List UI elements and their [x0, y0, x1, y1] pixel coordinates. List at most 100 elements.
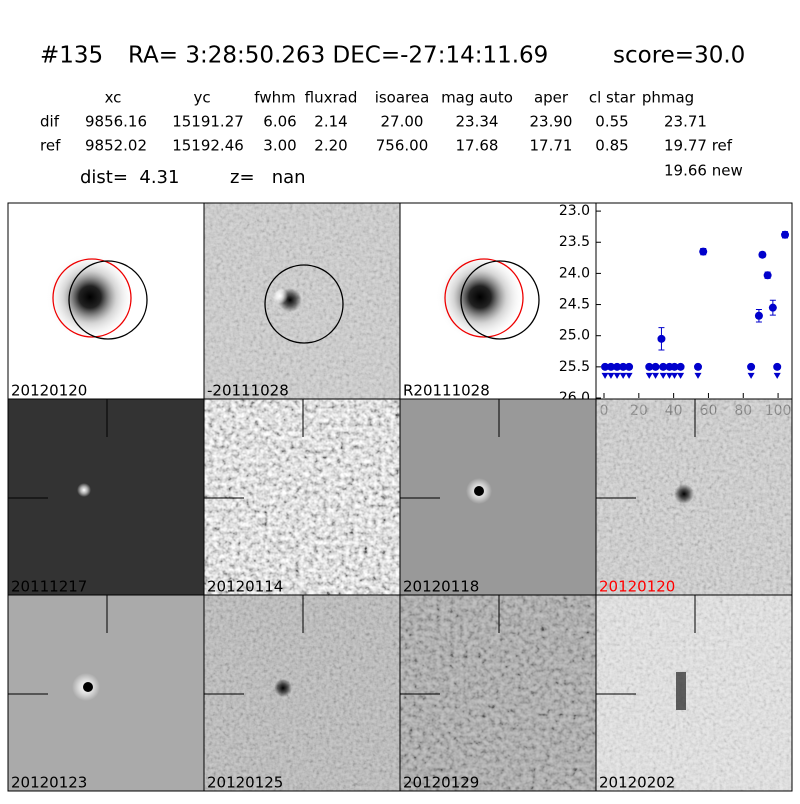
stamp: [596, 399, 792, 595]
cell: 15191.27: [172, 113, 244, 131]
limit-arrow: [601, 372, 609, 379]
stamp: [400, 203, 596, 399]
stamp-label: -20111028: [207, 382, 289, 400]
limit-arrow: [625, 372, 633, 379]
cell: 15192.46: [172, 137, 244, 155]
score: score=30.0: [613, 43, 745, 69]
data-point: [606, 362, 615, 371]
column-header: phmag: [642, 89, 694, 107]
limit-arrow: [619, 372, 627, 379]
stamp-label: 20120125: [207, 774, 283, 792]
column-header: mag auto: [441, 89, 513, 107]
data-point: [613, 362, 622, 371]
data-point: [619, 362, 628, 371]
limit-arrow: [677, 372, 685, 379]
cell: 2.20: [314, 137, 347, 155]
stamp: [400, 595, 596, 791]
limit-arrow: [694, 372, 702, 379]
cell: 27.00: [381, 113, 424, 131]
data-point: [659, 362, 668, 371]
limit-arrow: [645, 372, 653, 379]
stamp-label: 20120114: [207, 578, 283, 596]
stamp-label: 20120202: [599, 774, 675, 792]
limit-arrow: [671, 372, 679, 379]
stamp: [400, 399, 596, 595]
data-point: [763, 271, 772, 280]
limit-arrow: [773, 372, 781, 379]
cell: 23.34: [456, 113, 499, 131]
column-header: aper: [534, 89, 569, 107]
data-point: [699, 247, 708, 256]
row-header: ref: [40, 137, 61, 155]
y-tick-label: 24.0: [559, 265, 590, 281]
y-tick-label: 23.0: [559, 203, 590, 219]
y-tick-label: 25.0: [559, 328, 590, 344]
cell: 0.85: [595, 137, 628, 155]
cell: 9852.02: [85, 137, 147, 155]
y-tick-label: 23.5: [559, 234, 590, 250]
cell: 9856.16: [85, 113, 147, 131]
stamp: [8, 203, 204, 399]
cell: 0.55: [595, 113, 628, 131]
stamp-label: R20111028: [403, 382, 490, 400]
stamp-label: 20120129: [403, 774, 479, 792]
stamp: [204, 203, 400, 399]
stamp-labels: 20120120 -20111028 R20111028 20111217 201201…: [8, 382, 696, 792]
stamp-frames: [7, 202, 793, 792]
y-tick-label: 24.5: [559, 297, 590, 313]
y-tick-label: 25.5: [559, 359, 590, 375]
cell: 17.71: [530, 137, 573, 155]
stamp-label: 20111217: [11, 578, 87, 596]
limit-arrow: [613, 372, 621, 379]
data-point: [781, 230, 790, 239]
limit-arrow: [652, 372, 660, 379]
candidate-id: #135: [40, 43, 103, 69]
stamp-label: 20120123: [11, 774, 87, 792]
info-table: xc yc fwhm fluxrad isoarea mag auto aper cl sta…: [40, 89, 733, 155]
data-point: [651, 362, 660, 371]
limit-arrow: [607, 372, 615, 379]
data-point: [758, 250, 767, 259]
limit-arrow: [659, 372, 667, 379]
stamp: [204, 595, 400, 791]
data-point: [670, 362, 679, 371]
cell: 6.06: [263, 113, 296, 131]
data-point: [645, 362, 654, 371]
stamp: [8, 595, 204, 791]
data-point: [676, 362, 685, 371]
stamp-label: 20120120: [599, 578, 675, 596]
limit-arrow: [665, 372, 673, 379]
column-header: fwhm: [254, 89, 295, 107]
stamp-label: 20120120: [11, 382, 87, 400]
data-point: [694, 362, 703, 371]
redshift: z= nan: [230, 167, 306, 188]
column-header: isoarea: [375, 89, 430, 107]
cell: 756.00: [376, 137, 429, 155]
column-header: yc: [193, 89, 210, 107]
data-point: [625, 362, 634, 371]
limit-arrow: [747, 372, 755, 379]
cell: 23.71: [664, 113, 707, 131]
data-point: [657, 334, 666, 343]
data-point: [773, 362, 782, 371]
cell: 19.77 ref: [664, 137, 733, 155]
cell: 17.68: [456, 137, 499, 155]
column-header: xc: [105, 89, 122, 107]
data-point: [601, 362, 610, 371]
stamp-label: 20120118: [403, 578, 479, 596]
data-point: [768, 303, 777, 312]
cell: 23.90: [530, 113, 573, 131]
column-header: fluxrad: [305, 89, 358, 107]
stamp: [8, 399, 204, 595]
coordinates: RA= 3:28:50.263 DEC=-27:14:11.69: [128, 43, 548, 69]
cell: 2.14: [314, 113, 347, 131]
cell: 3.00: [263, 137, 296, 155]
row-header: dif: [40, 113, 60, 131]
data-point: [754, 311, 763, 320]
new-mag: 19.66 new: [664, 162, 743, 180]
stamp: [596, 595, 792, 791]
distance: dist= 4.31: [80, 167, 179, 188]
data-point: [747, 362, 756, 371]
stamp: [204, 399, 400, 595]
